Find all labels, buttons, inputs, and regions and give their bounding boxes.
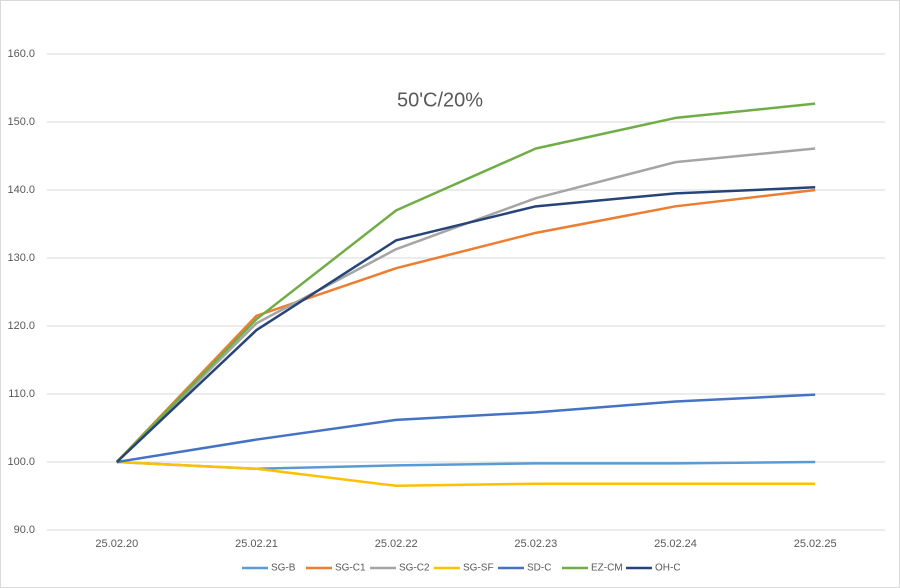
y-tick-label: 160.0 [7,48,35,60]
x-tick-label: 25.02.25 [794,538,837,550]
legend-label: OH-C [655,563,681,574]
series-line [115,188,816,463]
y-tick-label: 90.0 [14,524,35,536]
x-tick-label: 25.02.22 [375,538,418,550]
legend-label: SG-SF [463,563,494,574]
y-tick-label: 130.0 [7,252,35,264]
legend-label: SD-C [527,563,551,574]
y-tick-label: 110.0 [8,388,35,400]
series-line [115,186,816,463]
y-tick-label: 140.0 [7,184,35,196]
x-tick-label: 25.02.24 [654,538,697,550]
legend-label: EZ-CM [591,563,623,574]
chart-title: 50'C/20% [397,89,483,111]
series-line [116,460,816,488]
legend-label: SG-B [271,563,296,574]
series-line [116,393,816,464]
legend-label: SG-C1 [335,563,366,574]
y-tick-label: 100.0 [7,456,35,468]
x-tick-label: 25.02.20 [95,538,138,550]
y-tick-label: 120.0 [7,320,35,332]
x-tick-label: 25.02.21 [235,538,278,550]
y-tick-label: 150.0 [7,116,35,128]
series-line [115,102,816,463]
legend-label: SG-C2 [399,563,430,574]
x-tick-label: 25.02.23 [514,538,557,550]
